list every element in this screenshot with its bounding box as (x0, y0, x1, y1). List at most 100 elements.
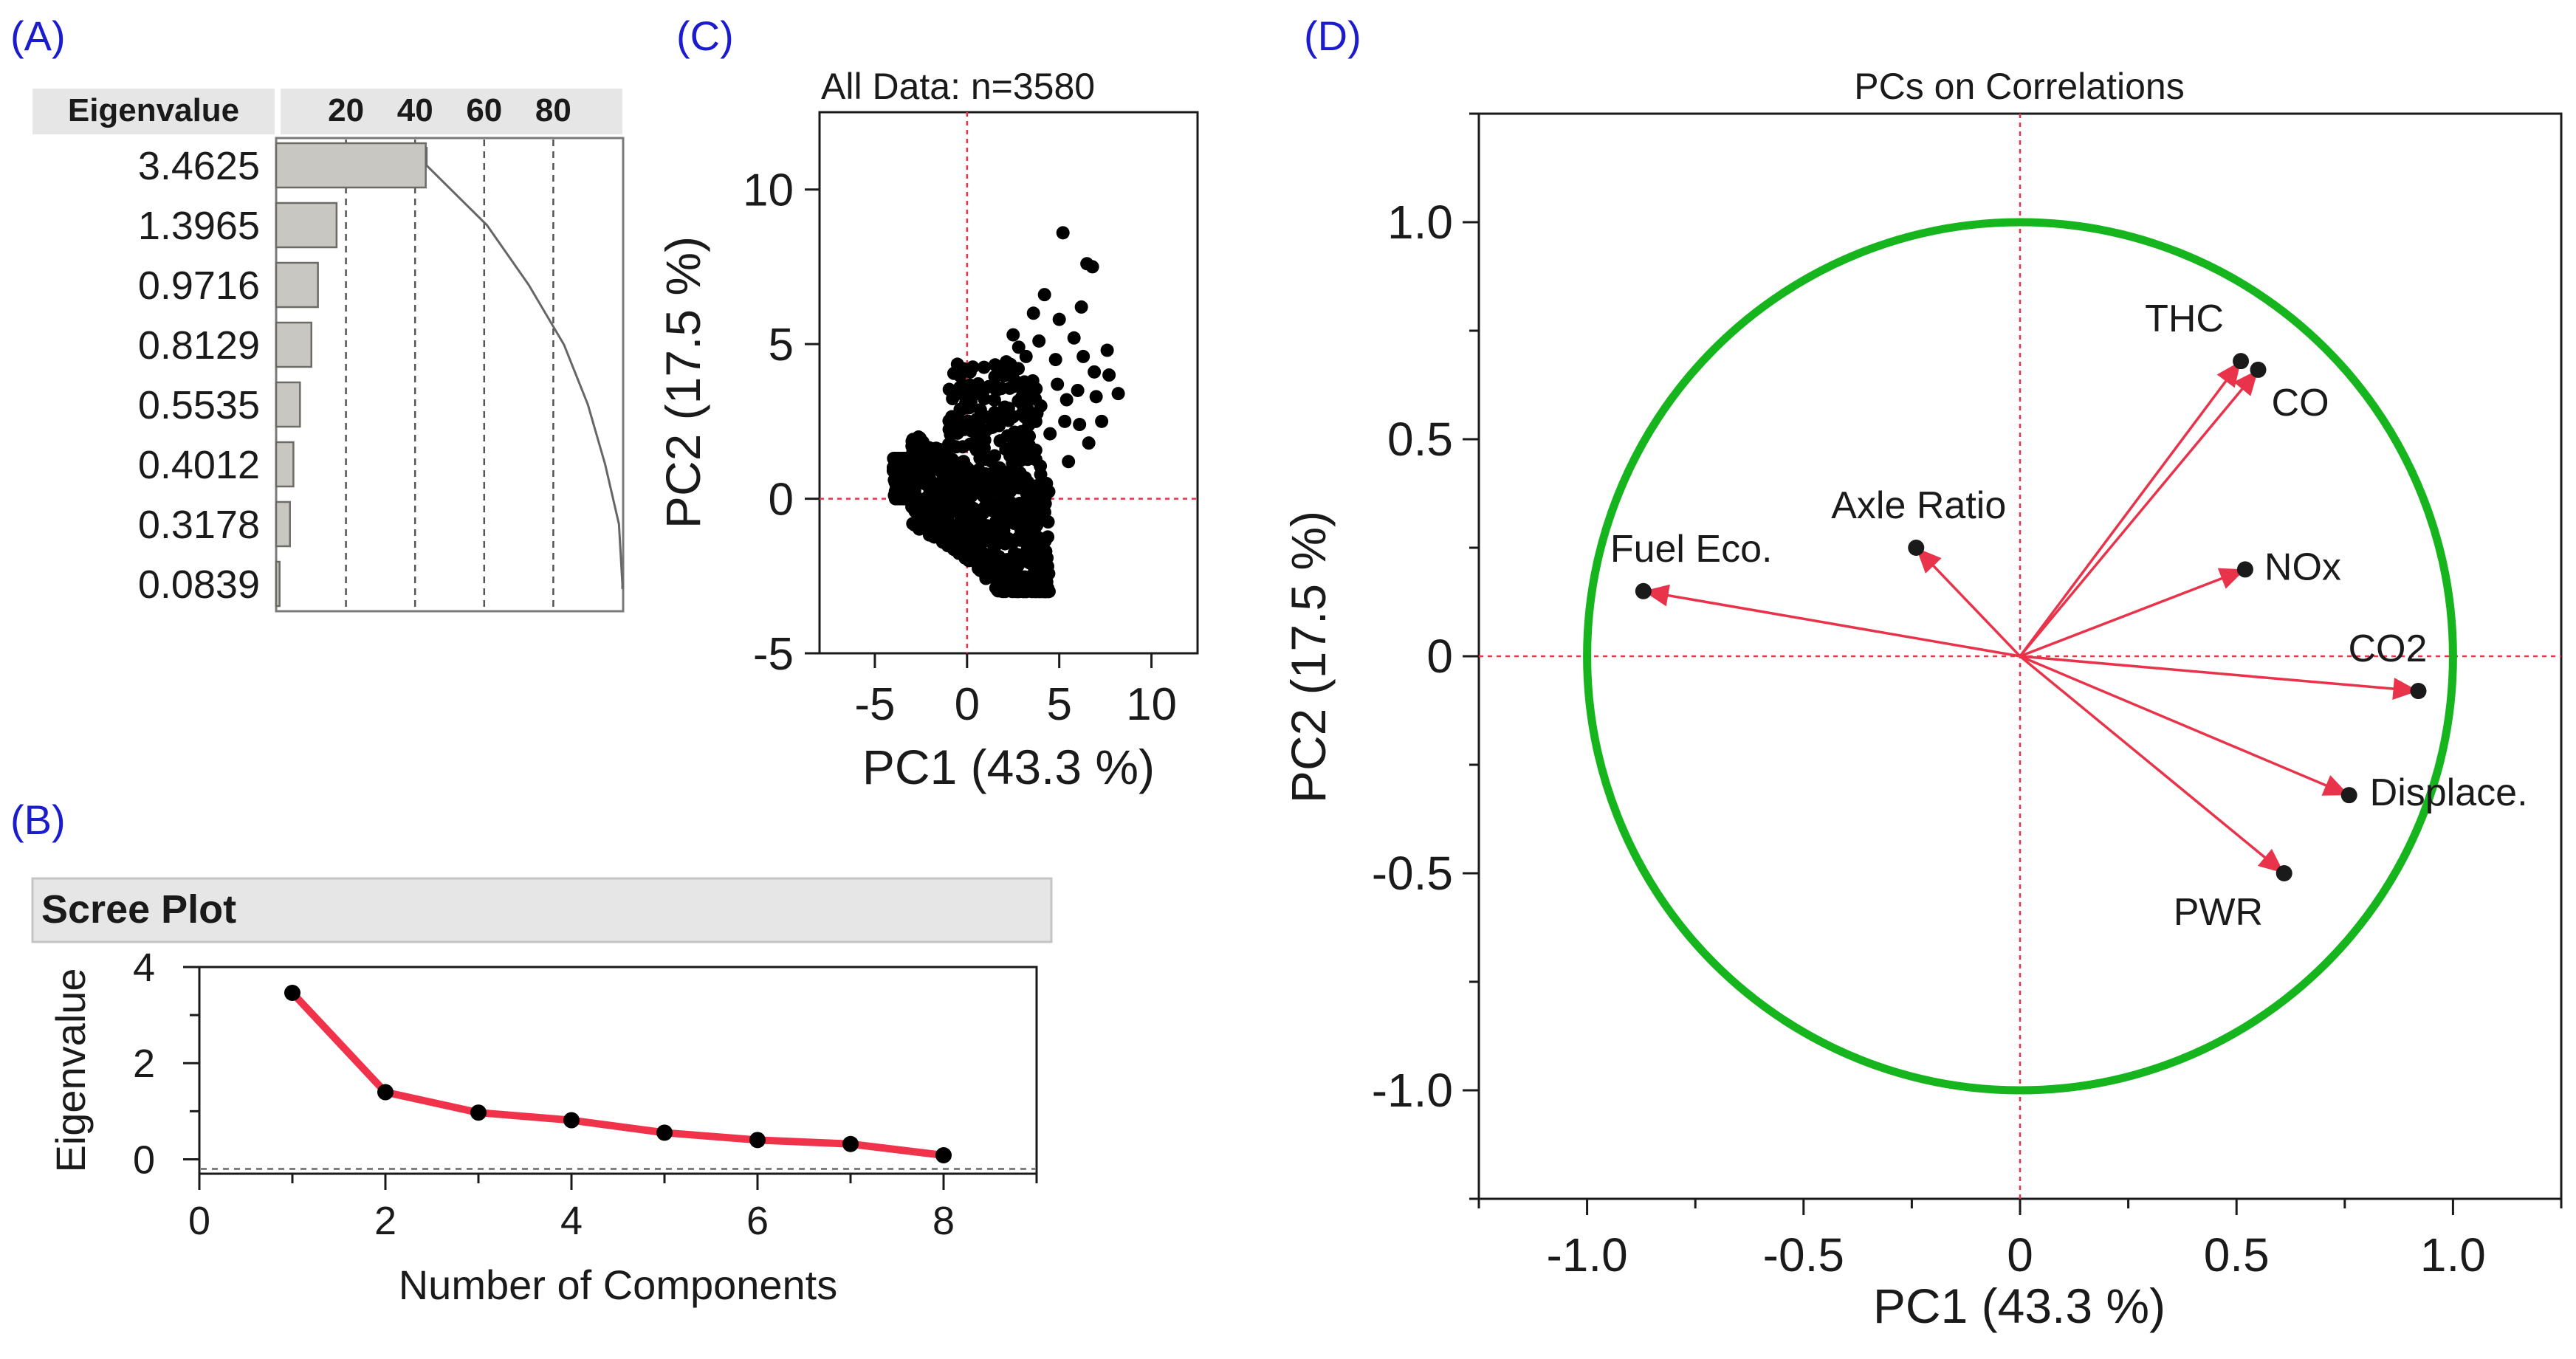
vector-label: THC (2145, 297, 2224, 340)
score-point (904, 476, 918, 490)
score-point (907, 455, 921, 469)
y-tick-label-4: 4 (133, 946, 155, 990)
score-point (962, 401, 976, 415)
percent-bar (275, 261, 319, 309)
percent-bar (275, 441, 295, 488)
percent-bar (275, 142, 427, 189)
scree-point (656, 1124, 673, 1141)
panel-b-scree-plot: (B) Scree Plot 0 2 4 6 8 0 2 4 Number of Compon… (10, 797, 1053, 1308)
score-point (1028, 453, 1043, 467)
score-axes: -5 0 5 10 -5 0 5 10 (743, 165, 1177, 730)
score-point (997, 400, 1011, 414)
loading-vector-displace-: Displace. (2019, 655, 2528, 814)
score-point-outlier (1076, 349, 1090, 363)
vector-endpoint (2276, 865, 2292, 881)
vector-arrowhead (2321, 775, 2349, 796)
x-tick-label-0: 0 (955, 679, 980, 730)
score-points (886, 226, 1125, 599)
score-point-outlier (1102, 368, 1116, 382)
score-point (985, 501, 999, 515)
score-point (1011, 467, 1025, 481)
score-point (1015, 394, 1029, 408)
score-point (947, 366, 961, 380)
score-point (1011, 555, 1025, 569)
eigenvalue-label: 0.4012 (138, 443, 260, 487)
vector-endpoint (2250, 361, 2267, 378)
score-point-outlier (1011, 340, 1026, 354)
percent-tick-labels: 20 40 60 80 (328, 92, 571, 128)
x-tick-label-0.5: 0.5 (2204, 1228, 2270, 1281)
y-tick-label--1.0: -1.0 (1372, 1064, 1453, 1117)
score-point (946, 392, 960, 406)
vector-shaft (2019, 655, 2350, 797)
eigenvalue-label: 0.3178 (138, 503, 260, 547)
score-point-outlier (1006, 328, 1020, 342)
score-point (1017, 585, 1031, 599)
score-point (1037, 551, 1051, 565)
tick-label-20: 20 (328, 92, 364, 128)
score-point (942, 422, 956, 436)
score-point (1042, 484, 1056, 498)
score-point (963, 529, 977, 543)
vector-arrowhead (2233, 369, 2259, 396)
score-point (964, 501, 978, 515)
score-point (893, 492, 907, 506)
loading-y-axis-title: PC2 (17.5 %) (1281, 511, 1336, 803)
vector-shaft (2019, 655, 2285, 875)
tick-label-80: 80 (535, 92, 571, 128)
vector-arrowhead (2257, 848, 2284, 873)
score-point-outlier (1023, 411, 1037, 425)
loading-x-axis-title: PC1 (43.3 %) (1873, 1279, 2165, 1333)
unit-circle-ring (1583, 218, 2457, 1095)
score-point (995, 382, 1009, 396)
tick-label-40: 40 (397, 92, 433, 128)
scree-axes: 0 2 4 6 8 0 2 4 (133, 946, 1038, 1243)
scree-points (284, 985, 952, 1164)
score-point (890, 476, 904, 490)
y-tick-label-2: 2 (133, 1042, 155, 1086)
score-point (947, 543, 961, 557)
vector-endpoint (1635, 582, 1652, 599)
scree-title: Scree Plot (41, 887, 236, 932)
score-point (969, 443, 983, 457)
scree-point (935, 1147, 952, 1164)
score-point (1039, 580, 1053, 594)
x-tick-label-4: 4 (560, 1199, 583, 1243)
eigenvalue-label: 0.5535 (138, 383, 260, 427)
score-point (896, 452, 910, 466)
score-point-outlier (1067, 331, 1081, 345)
loading-axes: -1.0 -0.5 0 0.5 1.0 -1.0 -0.5 0 0.5 1.0 (1372, 112, 2563, 1281)
eigenvalue-label: 3.4625 (138, 144, 260, 188)
loading-vector-pwr: PWR (2019, 655, 2292, 934)
cumulative-curve (425, 147, 624, 589)
vector-endpoint (1908, 540, 1925, 556)
y-tick-label--5: -5 (753, 629, 794, 680)
vector-endpoint (2233, 353, 2250, 370)
y-tick-label-0: 0 (133, 1138, 155, 1182)
score-point-outlier (1071, 383, 1085, 397)
x-tick-label-8: 8 (932, 1199, 955, 1243)
loading-vector-axle-ratio: Axle Ratio (1831, 484, 2022, 658)
score-point (1028, 443, 1043, 457)
score-point (963, 542, 977, 556)
score-point (1012, 481, 1026, 495)
vector-label: Axle Ratio (1831, 484, 2006, 527)
score-point (1041, 515, 1055, 529)
score-x-axis-title: PC1 (43.3 %) (862, 740, 1155, 794)
y-tick-label-0: 0 (769, 475, 794, 526)
vector-shaft (2019, 655, 2419, 692)
y-tick-label-0.5: 0.5 (1387, 413, 1453, 466)
score-point-outlier (1032, 334, 1046, 348)
panel-b-label: (B) (10, 797, 66, 843)
x-tick-label--1.0: -1.0 (1546, 1228, 1627, 1281)
bar-grid (345, 140, 554, 610)
scree-plot-frame (198, 966, 1038, 1175)
eigenvalue-label: 0.9716 (138, 264, 260, 308)
x-tick-label-5: 5 (1046, 679, 1071, 730)
score-point-outlier (1088, 365, 1102, 379)
cumulative-line (425, 147, 624, 589)
eigenvalue-label: 0.0839 (138, 562, 260, 607)
score-point (1028, 517, 1043, 531)
